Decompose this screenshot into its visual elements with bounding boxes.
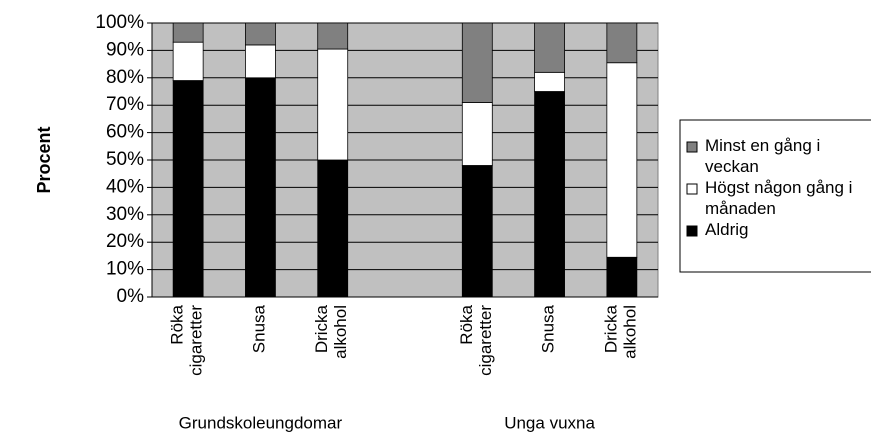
bar-segment bbox=[317, 22, 349, 50]
group-label: Unga vuxna bbox=[504, 413, 595, 432]
legend-label: Högst någon gång i månaden bbox=[705, 178, 852, 218]
y-tick-label: 70% bbox=[106, 94, 144, 115]
legend-box bbox=[679, 119, 871, 273]
legend-swatch bbox=[686, 183, 698, 195]
x-tick-label: Drickaalkohol bbox=[602, 304, 640, 358]
bar-segment bbox=[606, 256, 638, 298]
legend-swatch bbox=[686, 141, 698, 153]
bar-segment bbox=[317, 159, 349, 298]
y-tick-label: 40% bbox=[106, 176, 144, 197]
y-tick-label: 100% bbox=[95, 12, 144, 33]
bar-segment bbox=[606, 62, 638, 258]
bar-segment bbox=[172, 41, 204, 81]
x-tick-label: Rökacigaretter bbox=[457, 304, 495, 375]
y-tick-label: 60% bbox=[106, 122, 144, 143]
bar-segment bbox=[606, 22, 638, 64]
bar-segment bbox=[461, 165, 493, 298]
y-tick-label: 0% bbox=[117, 286, 145, 307]
legend-label: Aldrig bbox=[705, 220, 748, 239]
bar-segment bbox=[317, 48, 349, 161]
bar-segment bbox=[172, 80, 204, 298]
y-tick-label: 90% bbox=[106, 39, 144, 60]
y-tick-label: 80% bbox=[106, 67, 144, 88]
legend-label: Minst en gång i veckan bbox=[705, 136, 820, 176]
bar-segment bbox=[461, 22, 493, 103]
bar-segment bbox=[534, 22, 565, 73]
bar-segment bbox=[534, 71, 565, 92]
bar-segment bbox=[245, 22, 276, 46]
legend-swatch bbox=[686, 225, 698, 237]
bar-segment bbox=[534, 91, 565, 298]
y-axis-label: Procent bbox=[34, 126, 54, 193]
y-tick-label: 10% bbox=[106, 259, 144, 280]
x-tick-label: Snusa bbox=[250, 304, 269, 353]
bar-segment bbox=[172, 22, 204, 43]
bar-segment bbox=[245, 44, 276, 79]
y-tick-label: 30% bbox=[106, 204, 144, 225]
x-tick-label: Rökacigaretter bbox=[168, 304, 206, 375]
x-tick-label: Drickaalkohol bbox=[313, 304, 351, 358]
y-tick-label: 20% bbox=[106, 231, 144, 252]
bar-segment bbox=[461, 102, 493, 166]
bar-segment bbox=[245, 77, 276, 298]
y-tick-label: 50% bbox=[106, 149, 144, 170]
group-label: Grundskoleungdomar bbox=[179, 413, 343, 432]
x-tick-label: Snusa bbox=[539, 304, 558, 353]
